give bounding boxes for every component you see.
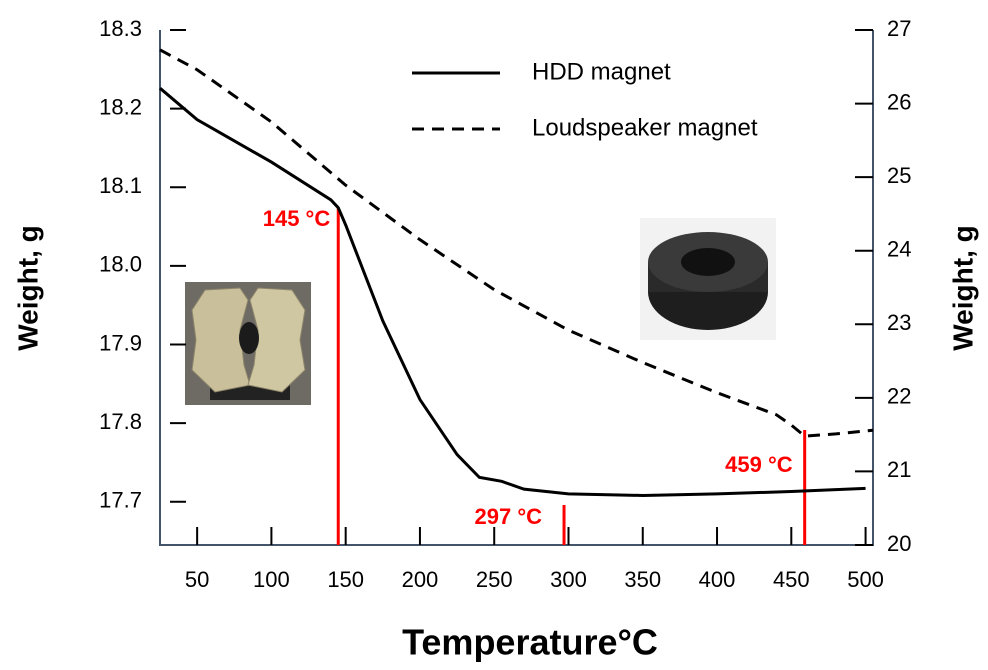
x-tick-label: 350 — [624, 567, 661, 592]
x-tick-label: 250 — [476, 567, 513, 592]
y2-tick-label: 26 — [887, 89, 911, 114]
loudspeaker-magnet-photo — [640, 218, 776, 340]
y-axis-title: Weight, g — [12, 225, 43, 350]
series-line — [159, 48, 874, 438]
legend-label: Loudspeaker magnet — [532, 114, 758, 141]
y2-tick-label: 27 — [887, 16, 911, 41]
series-line — [159, 87, 866, 497]
y2-tick-label: 23 — [887, 310, 911, 335]
y2-tick-label: 24 — [887, 237, 911, 262]
x-tick-label: 150 — [327, 567, 364, 592]
y-tick-label: 17.9 — [99, 330, 142, 355]
x-tick-label: 300 — [550, 567, 587, 592]
y-tick-label: 17.8 — [99, 409, 142, 434]
y-tick-label: 18.0 — [99, 252, 142, 277]
plot-frame — [159, 30, 874, 546]
x-tick-label: 500 — [847, 567, 884, 592]
annotation-label: 459 °C — [725, 452, 793, 477]
hdd-magnet-photo — [185, 282, 311, 405]
y2-tick-label: 20 — [887, 531, 911, 556]
x-tick-label: 450 — [773, 567, 810, 592]
y-tick-label: 17.7 — [99, 488, 142, 513]
x-axis-title: Temperature°C — [402, 622, 658, 663]
legend-label: HDD magnet — [532, 58, 671, 85]
x-tick-label: 200 — [402, 567, 439, 592]
x-tick-label: 100 — [253, 567, 290, 592]
y2-tick-label: 21 — [887, 457, 911, 482]
y2-axis-title: Weight, g — [947, 225, 978, 350]
x-tick-label: 400 — [699, 567, 736, 592]
y2-tick-label: 22 — [887, 384, 911, 409]
y2-tick-label: 25 — [887, 163, 911, 188]
y-tick-label: 18.1 — [99, 173, 142, 198]
y-tick-label: 18.2 — [99, 94, 142, 119]
annotation-label: 297 °C — [475, 504, 543, 529]
x-tick-label: 50 — [185, 567, 209, 592]
y-tick-label: 18.3 — [99, 16, 142, 41]
annotation-label: 145 °C — [263, 206, 331, 231]
